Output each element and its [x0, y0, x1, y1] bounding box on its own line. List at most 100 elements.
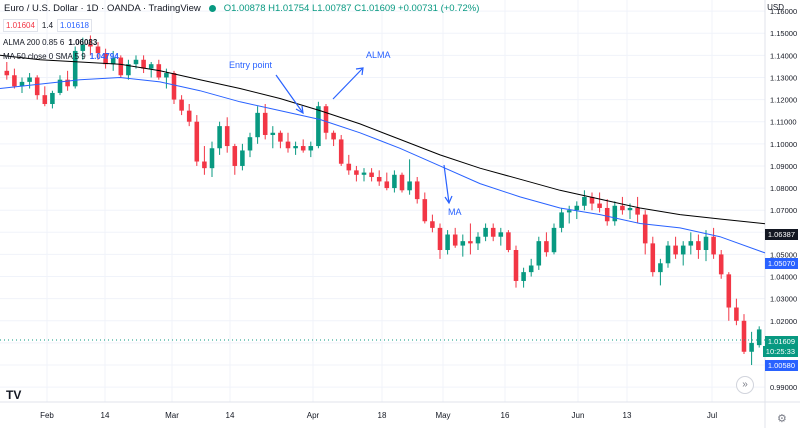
candle: [688, 232, 694, 255]
candle-body: [331, 132, 336, 140]
candle: [103, 48, 108, 69]
candle-body: [316, 106, 321, 147]
candle: [566, 205, 572, 224]
candle: [407, 159, 412, 195]
candle: [331, 130, 336, 147]
candle: [399, 172, 405, 193]
candle: [513, 245, 519, 288]
candle-body: [179, 99, 184, 111]
candle: [445, 230, 450, 255]
time-tick-label: 14: [101, 411, 110, 420]
candle-body: [217, 126, 222, 149]
scroll-to-realtime-button[interactable]: »: [736, 376, 754, 394]
candle: [589, 192, 595, 211]
time-axis[interactable]: Feb 14 Mar 14 Apr 18 May 16 Jun 13 Jul: [40, 411, 717, 420]
candle: [217, 121, 222, 155]
candle-body: [57, 79, 63, 93]
candle: [726, 272, 732, 321]
candle-body: [544, 241, 549, 253]
candle-body: [658, 263, 663, 273]
candle-body: [50, 92, 55, 105]
candle-body: [118, 57, 124, 76]
candle-body: [536, 241, 542, 266]
ma-legend-label: MA 50 close 0 SMA 5 9: [3, 52, 86, 61]
buy-price-box[interactable]: 1.01618: [57, 19, 92, 32]
ma-arrow: [443, 164, 450, 204]
alma-arrow: [332, 67, 364, 100]
candle-body: [650, 243, 656, 273]
sell-price-box[interactable]: 1.01604: [3, 19, 38, 32]
candle-body: [300, 146, 306, 151]
candle: [734, 298, 739, 326]
chart-header: Euro / U.S. Dollar · 1D · OANDA · Tradin…: [4, 3, 479, 14]
candle-body: [551, 227, 557, 253]
symbol-title[interactable]: Euro / U.S. Dollar · 1D · OANDA · Tradin…: [4, 3, 201, 14]
currency-label[interactable]: USD: [767, 3, 784, 12]
candle: [384, 172, 390, 191]
price-tick-label: 1.09000: [770, 162, 797, 171]
price-tick-label: 0.99000: [770, 383, 797, 392]
candle-body: [741, 320, 747, 352]
time-tick-label: 13: [623, 411, 632, 420]
candle: [346, 154, 352, 175]
candle: [718, 250, 724, 279]
candle: [34, 75, 40, 100]
spread-value: 1.4: [41, 21, 54, 30]
candle-body: [285, 141, 291, 149]
candle: [392, 170, 397, 193]
candle-body: [414, 181, 420, 200]
candle: [680, 241, 686, 266]
candle: [194, 115, 200, 166]
alma-legend[interactable]: ALMA 200 0.85 6 1.06083: [3, 38, 97, 47]
candle-body: [680, 245, 686, 255]
candle-body: [620, 205, 625, 211]
candle: [521, 267, 526, 288]
candle: [308, 141, 314, 158]
candle-body: [34, 77, 40, 96]
price-axis[interactable]: 1.16000 1.15000 1.14000 1.13000 1.12000 1.110…: [770, 7, 797, 392]
candle-body: [209, 148, 215, 169]
candle: [452, 227, 458, 248]
candle-body: [604, 207, 610, 222]
ma-legend[interactable]: MA 50 close 0 SMA 5 9 1.04794: [3, 52, 119, 61]
time-tick-label: Jul: [707, 411, 717, 420]
entry-arrow: [275, 74, 304, 114]
candle-body: [627, 207, 633, 211]
candle-body: [293, 146, 298, 149]
candle-body: [262, 112, 268, 135]
candle-body: [422, 199, 428, 222]
candle: [490, 223, 496, 242]
market-status-icon: [208, 5, 216, 12]
candle-body: [278, 132, 283, 142]
price-tick-label: 1.08000: [770, 184, 797, 193]
candle: [574, 201, 580, 220]
candle-body: [361, 172, 367, 175]
alma-legend-value: 1.06083: [68, 38, 98, 47]
candle-body: [452, 234, 458, 246]
candle-body: [688, 241, 694, 246]
alma-annotation: ALMA: [366, 50, 391, 60]
candle-body: [4, 70, 10, 76]
candle-body: [148, 64, 154, 69]
candle-body: [635, 207, 640, 215]
candle: [4, 61, 10, 80]
annotation-arrows: [275, 67, 453, 205]
candle-body: [141, 59, 146, 69]
candle: [506, 230, 511, 253]
candle-body: [696, 241, 701, 251]
candle: [278, 130, 283, 149]
candle-body: [224, 126, 230, 147]
candle: [582, 190, 587, 211]
gear-icon[interactable]: ⚙: [777, 413, 787, 425]
candle: [475, 232, 481, 251]
candle-body: [407, 181, 412, 191]
secondary-price-label: 1.00580: [764, 360, 798, 371]
candle-body: [369, 172, 374, 178]
candle-body: [566, 210, 572, 213]
ma-line: [0, 76, 766, 254]
candle-body: [734, 307, 739, 321]
countdown-label: 10:25:33: [762, 346, 798, 357]
candle-body: [392, 174, 397, 189]
time-tick-label: Feb: [40, 411, 54, 420]
